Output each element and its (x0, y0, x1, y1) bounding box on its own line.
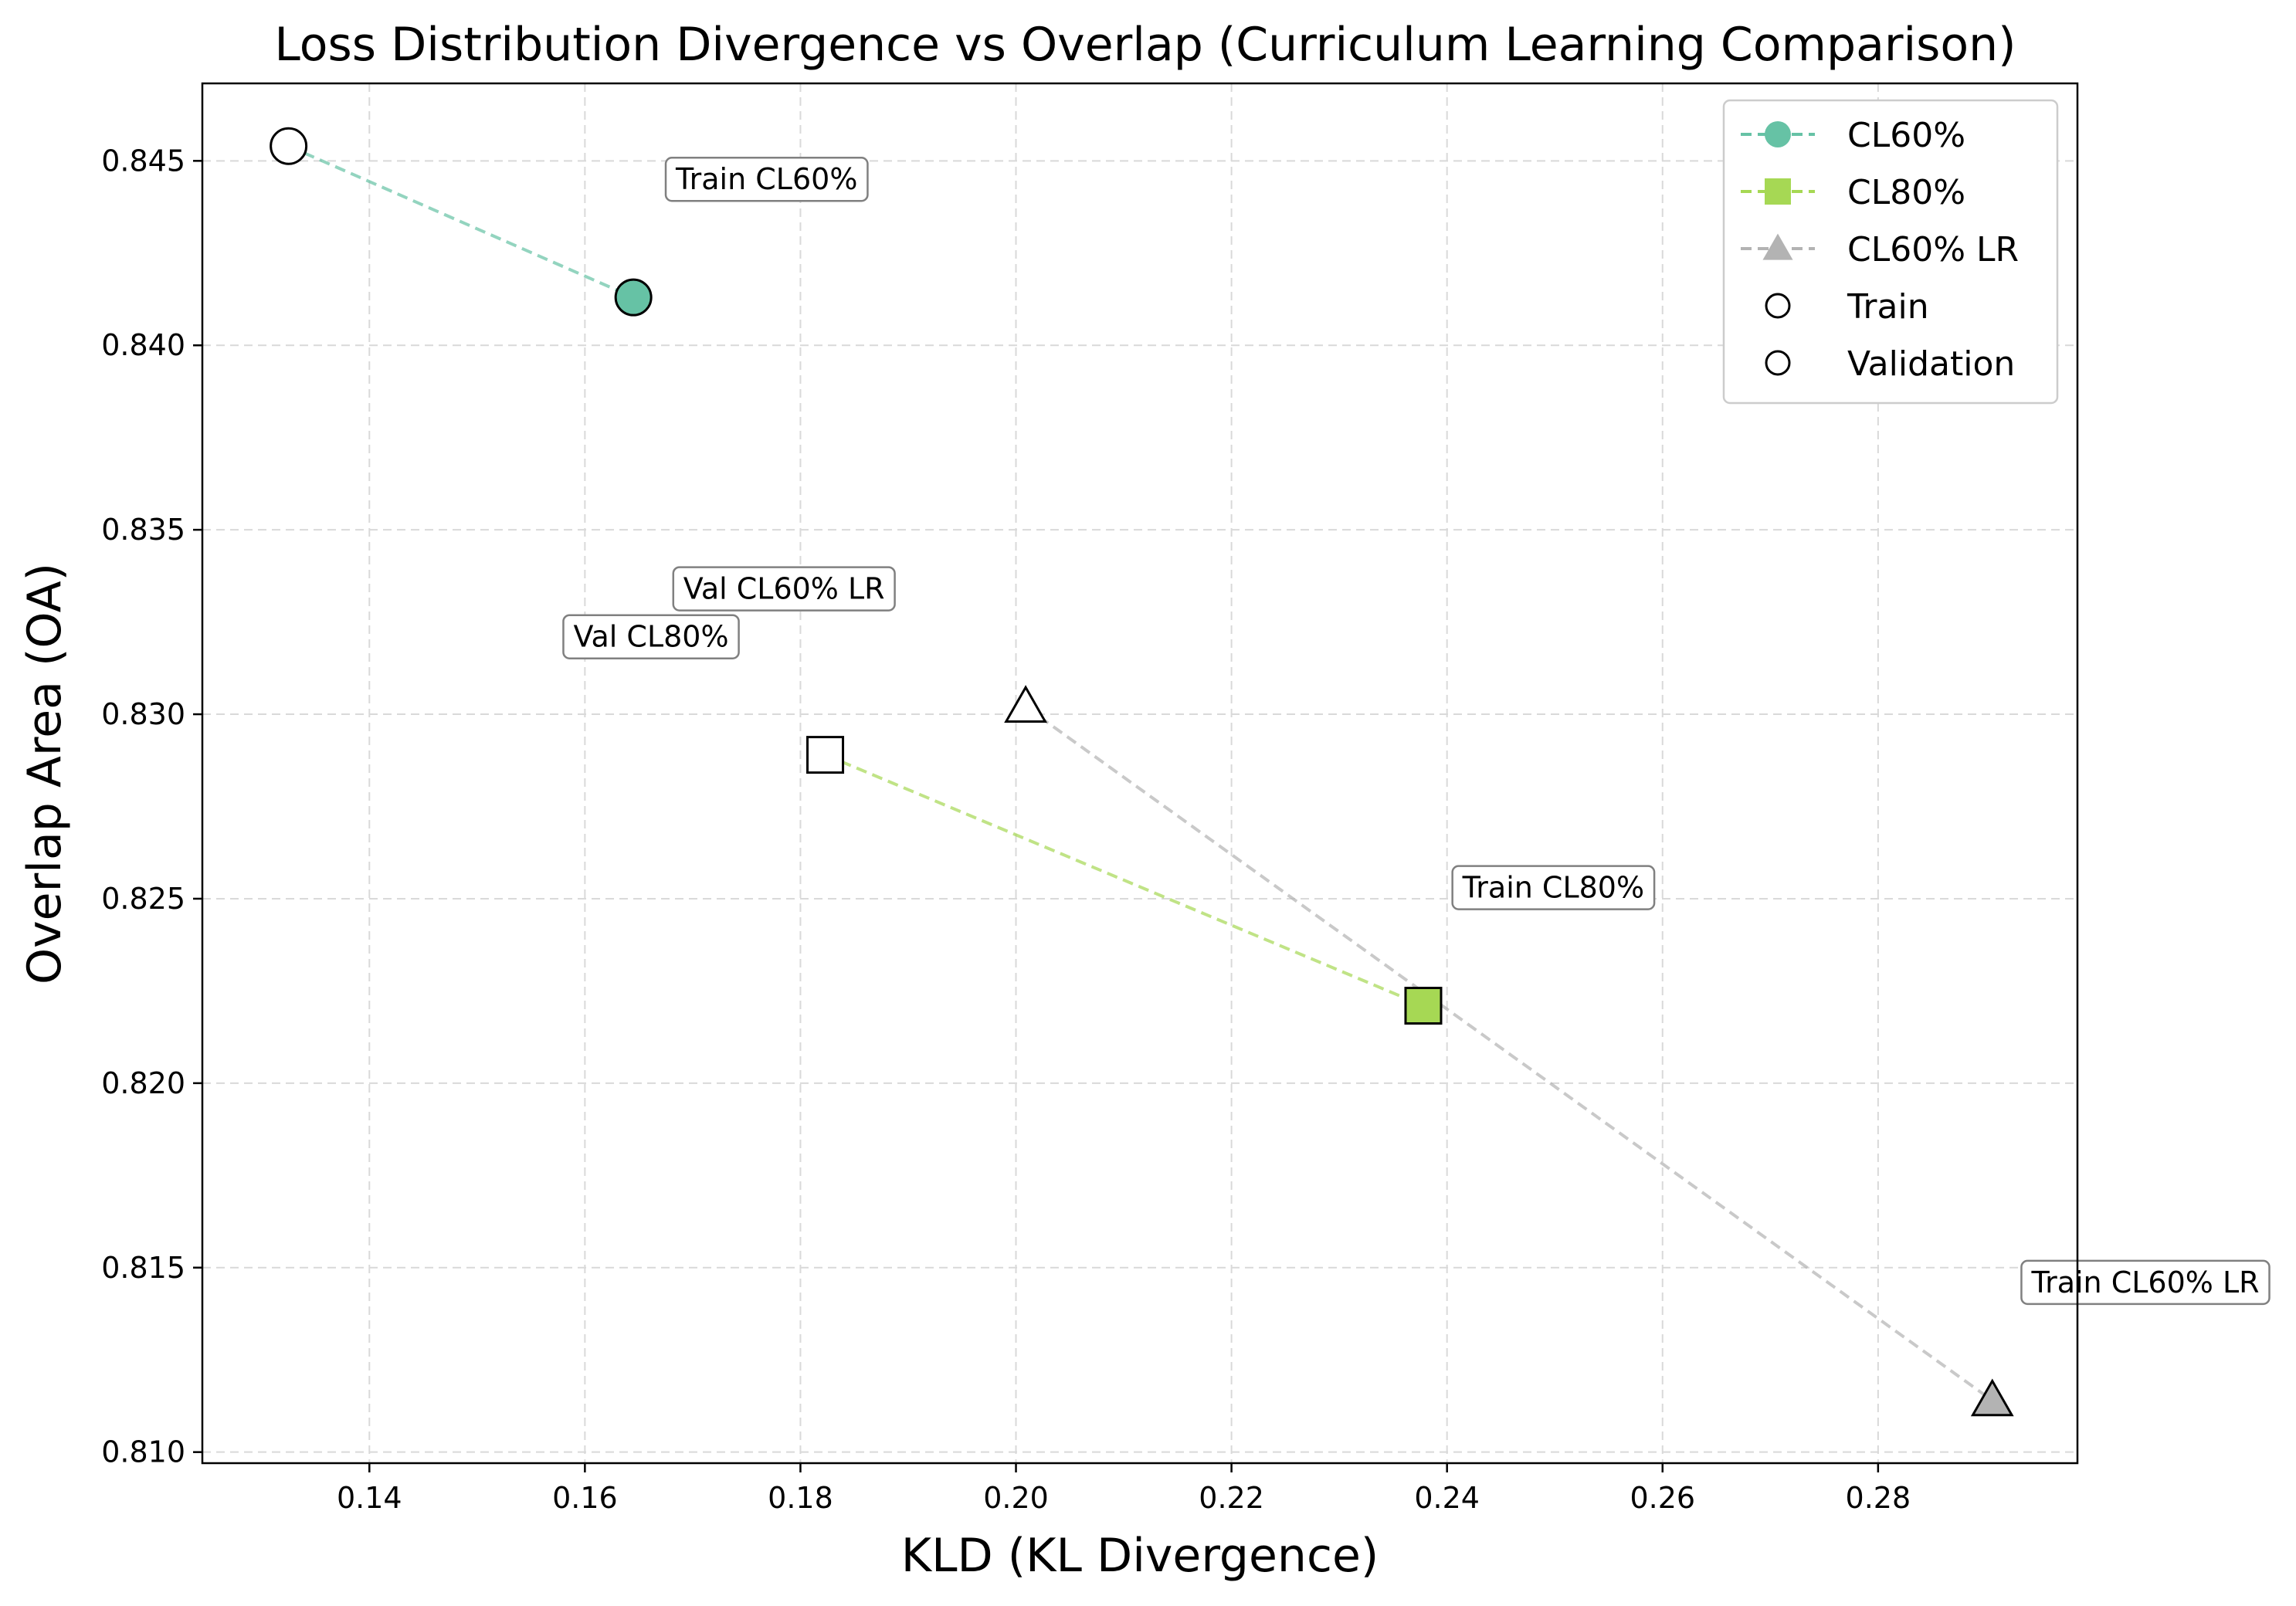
x-tick-label: 0.28 (1846, 1481, 1911, 1515)
x-tick-label: 0.20 (983, 1481, 1049, 1515)
annotation-1: Val CL60% LR (672, 566, 896, 612)
annotation-box (562, 614, 740, 659)
annotation-text: Train CL60% LR (2030, 1265, 2259, 1299)
annotation-text: Val CL60% LR (683, 572, 885, 606)
legend-marker (1765, 293, 1791, 319)
x-tick-label: 0.22 (1199, 1481, 1264, 1515)
legend-label: CL60% LR (1847, 230, 2019, 269)
annotation-text: Train CL80% (1462, 871, 1644, 905)
x-tick-label: 0.24 (1414, 1481, 1480, 1515)
series-line-2 (1024, 705, 1993, 1402)
x-tick-label: 0.14 (337, 1481, 402, 1515)
annotation-box (672, 566, 896, 612)
legend-marker (1765, 178, 1791, 205)
legend-item: Train (1765, 287, 1929, 327)
legend-item: Validation (1765, 344, 2015, 384)
y-tick-label: 0.840 (101, 328, 185, 362)
annotation-4: Train CL60% LR (2020, 1259, 2271, 1306)
validation-point-2 (1004, 685, 1047, 723)
annotation-0: Train CL60% (664, 156, 869, 202)
chart-title: Loss Distribution Divergence vs Overlap … (274, 18, 2016, 72)
legend-label: Validation (1847, 344, 2015, 384)
annotations: Train CL60% Val CL60% LR Val CL80% Train CL… (562, 156, 2271, 1306)
series-lines (287, 144, 1993, 1402)
legend-marker (1762, 233, 1793, 260)
axis-ticks: 0.14 0.16 0.18 0.20 0.22 0.24 0.26 0.28 0.810 0.8… (101, 144, 1911, 1515)
y-tick-label: 0.825 (101, 882, 185, 916)
legend-marker (1765, 121, 1791, 147)
y-tick-label: 0.830 (101, 697, 185, 731)
validation-point-1 (806, 736, 845, 774)
annotation-box (2020, 1259, 2271, 1306)
annotation-box (1451, 865, 1656, 910)
legend-item: CL60% LR (1741, 230, 2019, 269)
x-tick-label: 0.26 (1630, 1481, 1695, 1515)
validation-point-0 (270, 127, 308, 165)
annotation-3: Train CL80% (1451, 865, 1656, 910)
series-line-1 (824, 753, 1424, 1008)
annotation-text: Train CL60% (675, 162, 857, 196)
legend-marker (1765, 350, 1791, 376)
annotation-box (664, 156, 869, 202)
legend-label: CL80% (1847, 173, 1965, 212)
legend-item: CL80% (1741, 173, 1965, 212)
x-tick-label: 0.18 (768, 1481, 833, 1515)
y-tick-label: 0.810 (101, 1435, 185, 1469)
data-points (270, 127, 2014, 1417)
plot-area-frame (201, 82, 2079, 1465)
annotation-text: Val CL80% (573, 620, 728, 654)
legend: CL60% CL80% CL60% LR Train Validation (1722, 99, 2059, 405)
train-point-1 (1404, 987, 1443, 1025)
y-tick-label: 0.815 (101, 1251, 185, 1285)
y-axis-label: Overlap Area (OA) (18, 563, 72, 984)
y-tick-label: 0.845 (101, 144, 185, 178)
y-tick-label: 0.820 (101, 1066, 185, 1100)
x-axis-label: KLD (KL Divergence) (901, 1529, 1379, 1583)
series-line-0 (287, 144, 634, 299)
annotation-2: Val CL80% (562, 614, 740, 659)
y-tick-label: 0.835 (101, 513, 185, 547)
legend-frame (1722, 99, 2059, 405)
legend-label: Train (1847, 287, 1929, 327)
x-tick-label: 0.16 (552, 1481, 618, 1515)
train-point-0 (614, 278, 653, 317)
legend-item: CL60% (1741, 116, 1965, 155)
legend-label: CL60% (1847, 116, 1965, 155)
train-point-2 (1970, 1378, 2014, 1417)
